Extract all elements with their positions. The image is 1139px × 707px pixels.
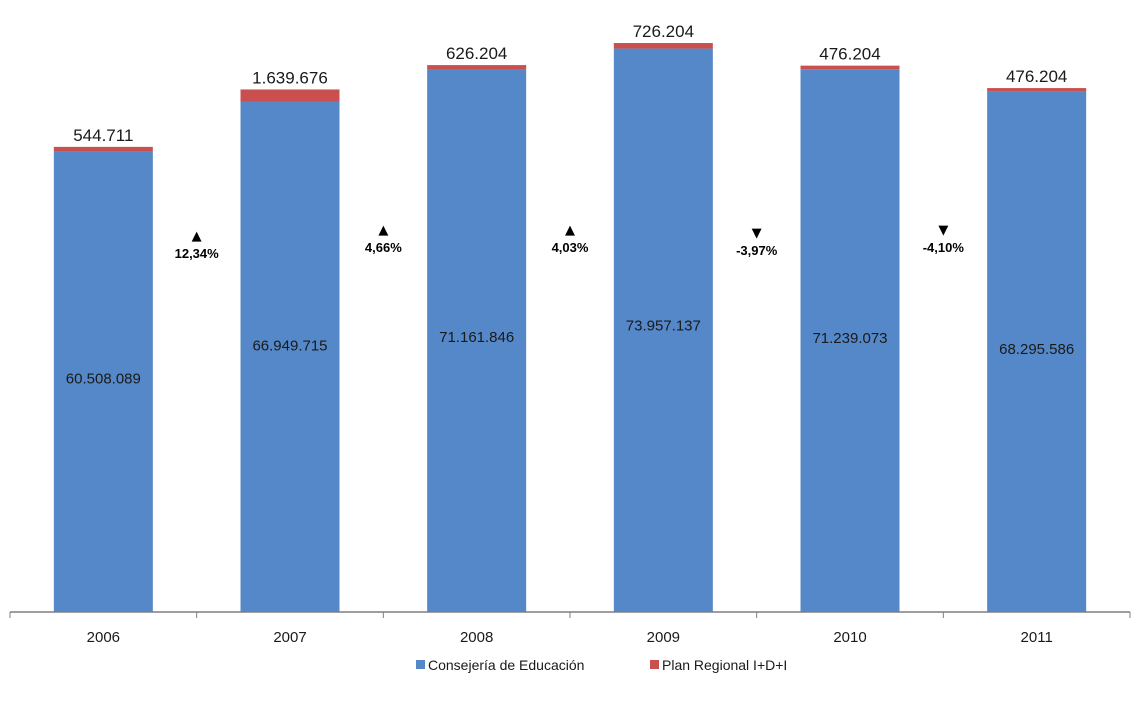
data-label-plan-regional-2006: 544.711	[73, 126, 133, 145]
bar-plan-regional-2008	[427, 65, 527, 70]
x-tick-label-2008: 2008	[460, 629, 493, 646]
x-tick-label-2011: 2011	[1021, 629, 1053, 646]
data-label-plan-regional-2008: 626.204	[446, 44, 507, 63]
bar-plan-regional-2006	[53, 146, 153, 152]
legend-label-consejeria: Consejería de Educación	[428, 657, 584, 673]
bar-consejeria-2010	[800, 69, 900, 612]
bar-consejeria-2006	[53, 151, 153, 612]
bar-consejeria-2007	[240, 101, 340, 612]
x-tick-label-2009: 2009	[647, 629, 680, 646]
bar-consejeria-2009	[613, 48, 713, 612]
bar-consejeria-2008	[427, 69, 527, 613]
data-label-plan-regional-2010: 476.204	[819, 45, 880, 64]
data-label-consejeria-2010: 71.239.073	[812, 330, 887, 347]
x-tick-label-2006: 2006	[87, 629, 120, 646]
x-tick-label-2007: 2007	[273, 629, 306, 646]
data-label-plan-regional-2007: 1.639.676	[252, 68, 328, 87]
change-up-icon: ▲	[378, 223, 388, 238]
change-down-icon: ▼	[752, 226, 762, 241]
data-label-plan-regional-2009: 726.204	[633, 22, 694, 41]
x-tick-label-2010: 2010	[833, 629, 866, 646]
legend-swatch-plan-regional	[650, 660, 659, 669]
change-label-2007-2008: 4,66%	[365, 240, 402, 255]
bar-plan-regional-2009	[613, 43, 713, 49]
legend-swatch-consejeria	[416, 660, 425, 669]
change-label-2008-2009: 4,03%	[552, 240, 589, 255]
data-label-consejeria-2009: 73.957.137	[626, 318, 701, 335]
legend-label-plan-regional: Plan Regional I+D+I	[662, 657, 787, 673]
bar-consejeria-2011	[987, 91, 1087, 612]
change-up-icon: ▲	[565, 223, 575, 238]
data-label-consejeria-2006: 60.508.089	[66, 370, 141, 387]
change-label-2010-2011: -4,10%	[923, 240, 965, 255]
bar-plan-regional-2010	[800, 65, 900, 70]
bar-plan-regional-2007	[240, 89, 340, 102]
change-up-icon: ▲	[192, 229, 202, 244]
data-label-consejeria-2008: 71.161.846	[439, 329, 514, 346]
data-label-consejeria-2007: 66.949.715	[252, 337, 327, 354]
change-label-2006-2007: 12,34%	[175, 246, 220, 261]
data-label-consejeria-2011: 68.295.586	[999, 341, 1074, 358]
change-label-2009-2010: -3,97%	[736, 243, 778, 258]
data-label-plan-regional-2011: 476.204	[1006, 67, 1067, 86]
change-down-icon: ▼	[938, 223, 948, 238]
bar-plan-regional-2011	[987, 88, 1087, 92]
